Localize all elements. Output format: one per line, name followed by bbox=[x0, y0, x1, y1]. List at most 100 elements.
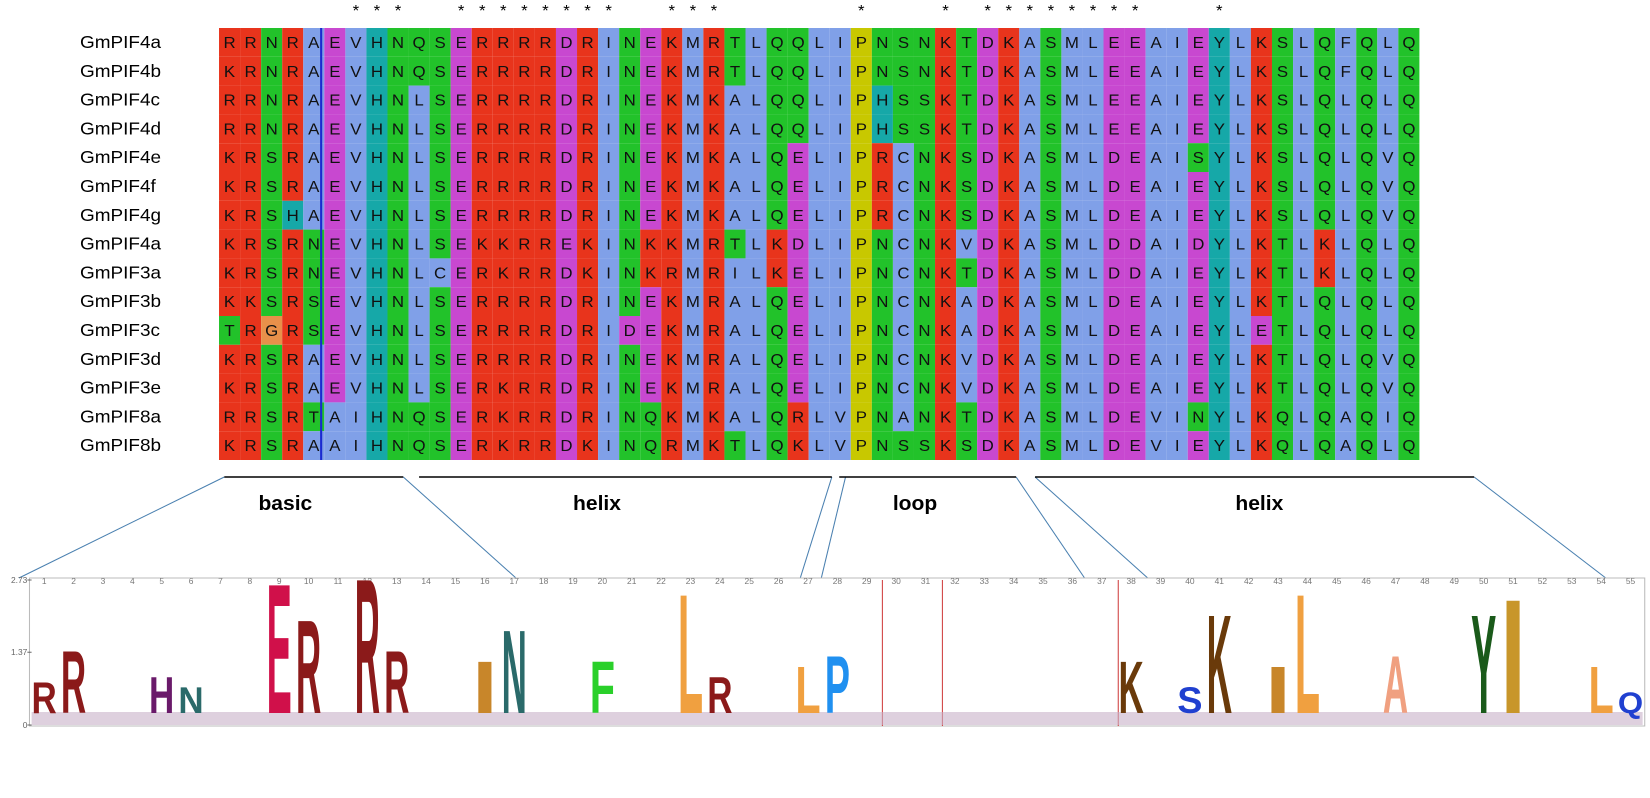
residue-cell bbox=[913, 344, 936, 374]
residue-cell bbox=[1061, 85, 1083, 115]
residue-cell bbox=[492, 85, 514, 115]
residue-cell bbox=[619, 85, 641, 115]
residue-cell bbox=[577, 344, 599, 374]
sequence-name: GmPIF4g bbox=[80, 204, 161, 224]
residue-cell bbox=[998, 316, 1020, 345]
residue-cell bbox=[1377, 143, 1399, 172]
residue-cell bbox=[1103, 373, 1125, 403]
residue-cell bbox=[1019, 56, 1041, 86]
residue-cell bbox=[1082, 143, 1104, 172]
residue-cell bbox=[1314, 344, 1336, 374]
residue-cell bbox=[619, 316, 641, 345]
residue-cell bbox=[787, 56, 809, 86]
logo-letter: R bbox=[32, 674, 57, 724]
residue-cell bbox=[1293, 344, 1315, 374]
residue-cell bbox=[1250, 114, 1272, 144]
residue-cell bbox=[282, 85, 304, 115]
position-label: 30 bbox=[891, 577, 901, 586]
logo-letter: R bbox=[355, 540, 380, 755]
residue-cell bbox=[1187, 431, 1209, 460]
residue-cell bbox=[1166, 56, 1188, 86]
residue-cell bbox=[408, 431, 430, 460]
residue-cell bbox=[619, 56, 641, 86]
residue-cell bbox=[513, 402, 535, 432]
residue-cell bbox=[935, 402, 957, 432]
residue-cell bbox=[1145, 316, 1167, 345]
residue-cell bbox=[682, 56, 704, 86]
residue-cell bbox=[1040, 258, 1062, 288]
residue-cell bbox=[282, 344, 304, 374]
residue-cell bbox=[219, 200, 241, 230]
residue-cell bbox=[1019, 114, 1041, 144]
residue-cell bbox=[977, 258, 999, 288]
residue-cell bbox=[450, 56, 472, 86]
residue-cell bbox=[598, 373, 620, 403]
residue-cell bbox=[1377, 114, 1399, 144]
residue-cell bbox=[261, 344, 283, 374]
residue-cell bbox=[1103, 287, 1125, 316]
residue-cell bbox=[1377, 316, 1399, 345]
y-tick-label: 1.37 bbox=[11, 648, 28, 657]
residue-cell bbox=[408, 56, 430, 86]
residue-cell bbox=[829, 200, 851, 230]
residue-cell bbox=[766, 172, 788, 201]
residue-cell bbox=[977, 229, 999, 259]
residue-cell bbox=[534, 431, 556, 460]
residue-cell bbox=[1271, 229, 1294, 259]
residue-cell bbox=[303, 316, 325, 345]
residue-cell bbox=[555, 431, 578, 460]
residue-cell bbox=[345, 402, 367, 432]
position-label: 37 bbox=[1097, 577, 1107, 586]
residue-cell bbox=[324, 373, 346, 403]
residue-cell bbox=[1335, 200, 1357, 230]
residue-cell bbox=[1166, 344, 1188, 374]
residue-cell bbox=[555, 344, 578, 374]
residue-cell bbox=[387, 28, 409, 57]
residue-cell bbox=[956, 402, 978, 432]
residue-cell bbox=[956, 229, 978, 259]
residue-cell bbox=[471, 56, 493, 86]
residue-cell bbox=[1082, 28, 1104, 57]
residue-cell bbox=[892, 172, 914, 201]
residue-cell bbox=[977, 402, 999, 432]
residue-cell bbox=[1040, 200, 1062, 230]
residue-cell bbox=[471, 229, 493, 259]
residue-cell bbox=[829, 172, 851, 201]
residue-cell bbox=[366, 229, 388, 259]
residue-cell bbox=[1061, 56, 1083, 86]
residue-cell bbox=[492, 56, 514, 86]
residue-cell bbox=[1061, 229, 1083, 259]
residue-cell bbox=[977, 373, 999, 403]
residue-cell bbox=[1398, 229, 1420, 259]
residue-cell bbox=[513, 373, 535, 403]
logo-column: K bbox=[1207, 586, 1232, 743]
residue-cell bbox=[703, 56, 725, 86]
residue-cell bbox=[1335, 287, 1357, 316]
residue-cell bbox=[1293, 258, 1315, 288]
residue-cell bbox=[429, 200, 451, 230]
position-label: 24 bbox=[715, 577, 725, 586]
residue-cell bbox=[913, 373, 936, 403]
residue-cell bbox=[1208, 431, 1230, 460]
residue-cell bbox=[345, 287, 367, 316]
residue-cell bbox=[1250, 56, 1272, 86]
sequence-residues: KRSRNEVHNLCERKRRDKINKRMRILKELIPNCNKTDKAS… bbox=[224, 265, 1415, 283]
residue-cell bbox=[661, 143, 683, 172]
residue-cell bbox=[935, 373, 957, 403]
residue-cell bbox=[240, 287, 262, 316]
position-label: 50 bbox=[1479, 577, 1489, 586]
position-label: 52 bbox=[1538, 577, 1548, 586]
residue-cell bbox=[1040, 28, 1062, 57]
residue-cell bbox=[387, 114, 409, 144]
residue-cell bbox=[1187, 373, 1209, 403]
residue-cell bbox=[450, 229, 472, 259]
residue-cell bbox=[808, 373, 830, 403]
residue-cell bbox=[534, 258, 556, 288]
residue-cell bbox=[956, 258, 978, 288]
residue-cell bbox=[703, 287, 725, 316]
residue-cell bbox=[1293, 200, 1315, 230]
residue-cell bbox=[471, 316, 493, 345]
residue-cell bbox=[724, 344, 746, 374]
residue-cell bbox=[492, 114, 514, 144]
residue-cell bbox=[998, 85, 1020, 115]
